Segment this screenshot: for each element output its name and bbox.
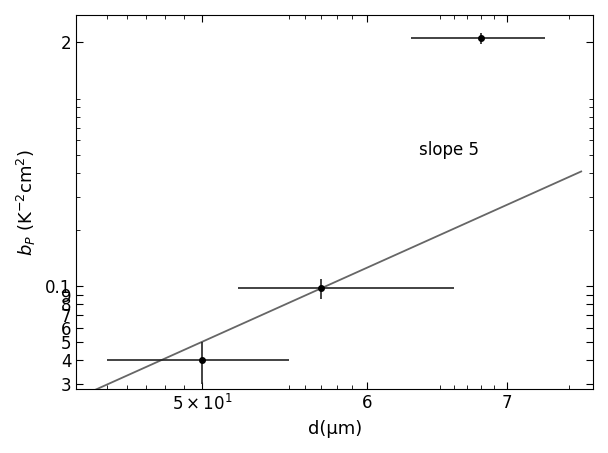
Text: slope 5: slope 5: [418, 141, 478, 159]
Y-axis label: $b_P$ (K$^{-2}$cm$^2$): $b_P$ (K$^{-2}$cm$^2$): [15, 149, 38, 255]
X-axis label: d(μm): d(μm): [308, 420, 362, 438]
